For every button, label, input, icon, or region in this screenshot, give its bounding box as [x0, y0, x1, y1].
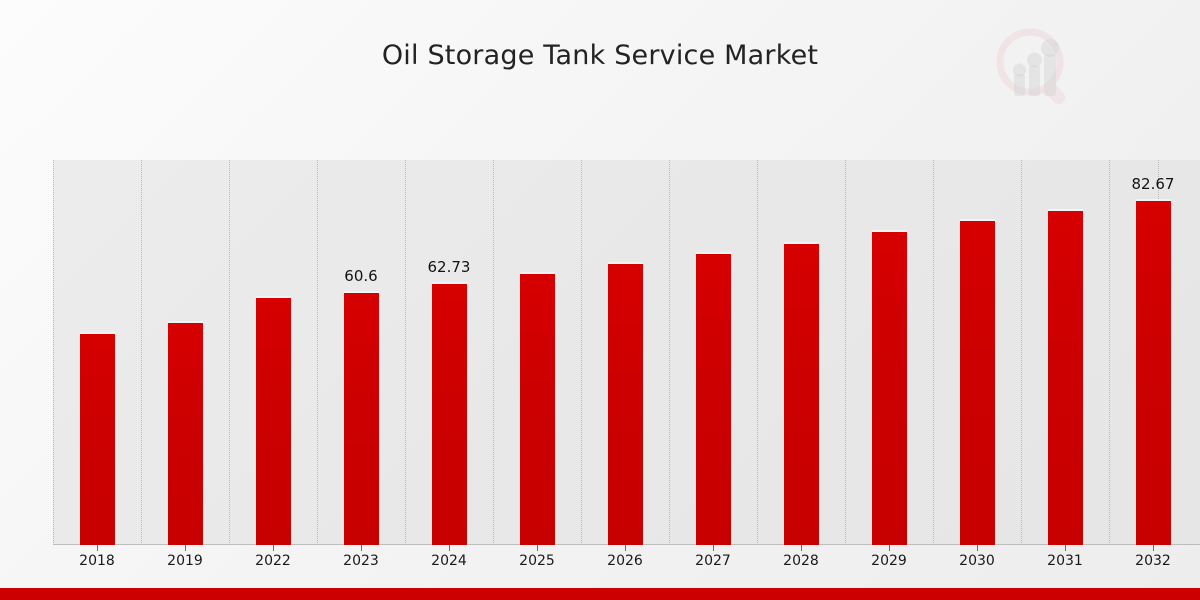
bar	[79, 331, 115, 545]
x-axis-tick	[1153, 545, 1154, 551]
x-axis-tick-label: 2023	[343, 553, 379, 569]
gridline	[493, 160, 495, 545]
x-axis-tick	[361, 545, 362, 551]
gridline	[757, 160, 759, 545]
gridline	[933, 160, 935, 545]
bar-value-label: 60.6	[344, 267, 378, 286]
x-axis-tick-label: 2019	[167, 553, 203, 569]
bar	[695, 252, 731, 545]
x-axis-tick-label: 2028	[783, 553, 819, 569]
footer-accent-band	[0, 588, 1200, 600]
gridline	[229, 160, 231, 545]
magnifier-logo-icon	[986, 22, 1082, 114]
bar	[1135, 199, 1171, 545]
bar	[167, 320, 203, 545]
x-axis-tick	[1065, 545, 1066, 551]
gridline	[1109, 160, 1111, 545]
gridline	[1021, 160, 1023, 545]
gridline	[405, 160, 407, 545]
x-axis-tick-label: 2024	[431, 553, 467, 569]
x-axis-tick	[977, 545, 978, 551]
x-axis-tick	[273, 545, 274, 551]
gridline	[317, 160, 319, 545]
bar	[431, 282, 467, 545]
gridline	[53, 160, 55, 545]
gridline	[845, 160, 847, 545]
x-axis-tick	[713, 545, 714, 551]
x-axis-tick-label: 2032	[1135, 553, 1171, 569]
gridline	[669, 160, 671, 545]
x-axis-tick-label: 2031	[1047, 553, 1083, 569]
bar	[519, 272, 555, 545]
x-axis-tick	[185, 545, 186, 551]
gridline	[141, 160, 143, 545]
x-axis-tick-label: 2029	[871, 553, 907, 569]
bar	[343, 291, 379, 545]
bar	[871, 230, 907, 545]
bar-value-label: 82.67	[1131, 175, 1175, 194]
x-axis-tick	[449, 545, 450, 551]
gridline	[581, 160, 583, 545]
bar	[607, 262, 643, 545]
bar-value-label: 62.73	[427, 258, 471, 277]
bar	[783, 242, 819, 545]
x-axis-tick	[97, 545, 98, 551]
x-axis-tick	[801, 545, 802, 551]
x-axis-tick	[537, 545, 538, 551]
bar	[1047, 208, 1083, 545]
x-axis-tick-label: 2025	[519, 553, 555, 569]
x-axis-tick-label: 2026	[607, 553, 643, 569]
x-axis-tick	[625, 545, 626, 551]
page-title: Oil Storage Tank Service Market	[381, 40, 819, 71]
bar	[959, 219, 995, 545]
x-axis-tick-label: 2022	[255, 553, 291, 569]
bar	[255, 295, 291, 545]
x-axis-tick-label: 2030	[959, 553, 995, 569]
x-axis-tick-label: 2027	[695, 553, 731, 569]
x-axis-tick	[889, 545, 890, 551]
x-axis-tick-label: 2018	[79, 553, 115, 569]
